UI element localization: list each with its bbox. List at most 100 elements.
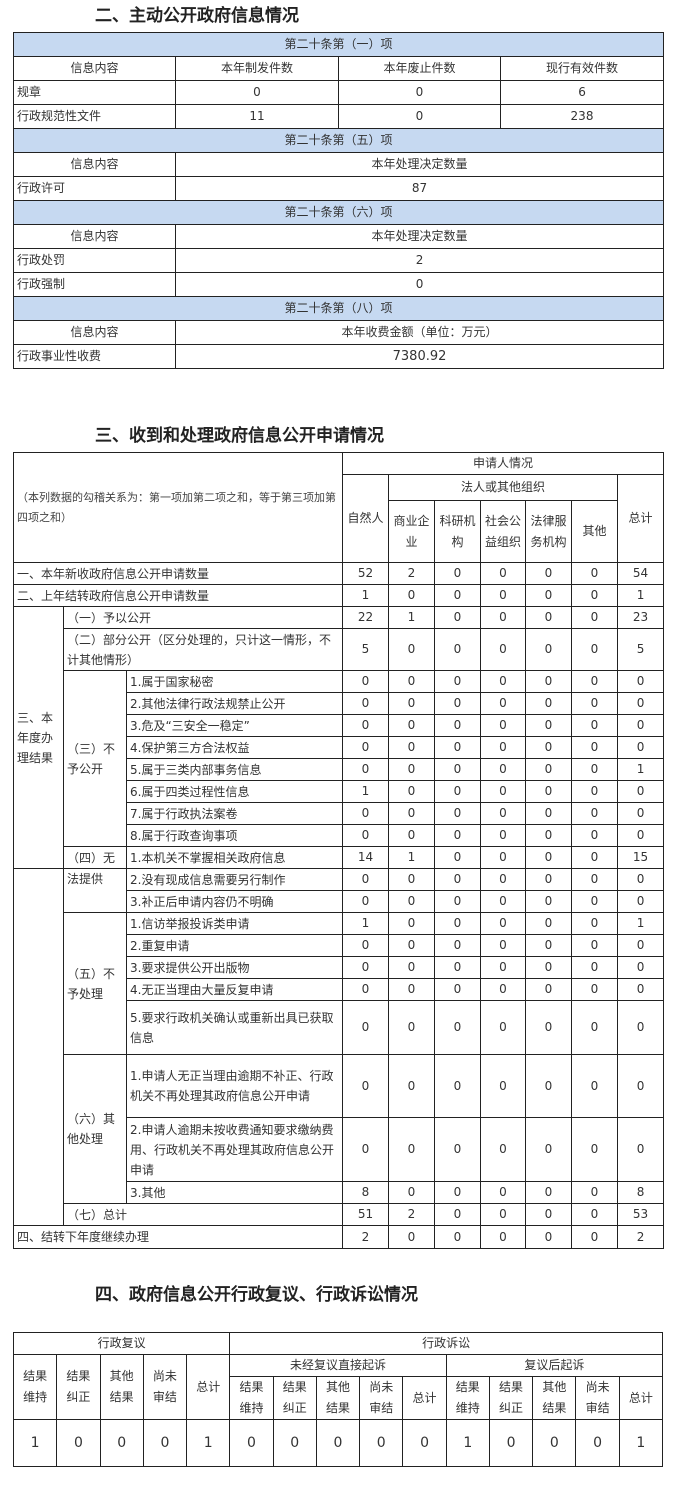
cell: 0 [480, 1181, 526, 1204]
cell: 0 [272, 1419, 317, 1467]
note: （本列数据的勾稽关系为：第一项加第二项之和，等于第三项加第四项之和） [13, 452, 343, 563]
cell: 0 [480, 1203, 526, 1226]
row-label: （二）部分公开（区分处理的，只计这一情形，不计其他情形） [63, 628, 343, 671]
group-other: （六）其他处理 [63, 1054, 127, 1204]
row-label: 8.属于行政查询事项 [126, 824, 343, 847]
cell: 0 [434, 714, 481, 737]
table-row: 3.要求提供公开出版物 0 0 0 0 0 0 0 [14, 956, 665, 979]
review-litigation-table: 行政复议 行政诉讼 结果维持 结果纠正 其他结果 尚未审结 总计 未经复议直接起诉 复议后起… [12, 1332, 664, 1467]
cell: 0 [434, 692, 481, 715]
cell: 0 [434, 846, 481, 869]
cell: 0 [525, 714, 572, 737]
cell: 0 [56, 1419, 101, 1467]
col-header: 结果纠正 [56, 1354, 101, 1420]
cell: 0 [388, 1054, 435, 1118]
cell: 7380.92 [174, 344, 665, 369]
table-row: 三、本年度办理结果 （一）予以公开 22 1 0 0 0 0 23 [13, 606, 665, 869]
cell: 0 [434, 758, 481, 781]
col-header: 结果纠正 [488, 1376, 534, 1420]
cell: 2 [616, 1225, 665, 1249]
table-row: 二、上年结转政府信息公开申请数量 1 0 0 0 0 0 1 [13, 584, 665, 607]
cell: 0 [571, 1054, 618, 1118]
cell: 0 [480, 802, 526, 825]
cell: 0 [480, 692, 526, 715]
cell: 1 [12, 1419, 58, 1467]
row-label: 1.本机关不掌握相关政府信息 [126, 846, 343, 869]
row-label: 3.补正后申请内容仍不明确 [126, 890, 343, 913]
after-review-header: 复议后起诉 [445, 1354, 664, 1377]
row-label: 3.其他 [126, 1181, 343, 1204]
cell: 0 [525, 1117, 572, 1182]
cell: 0 [616, 1054, 665, 1118]
cell: 0 [616, 868, 665, 891]
cell: 0 [342, 1117, 389, 1182]
direct-suit-header: 未经复议直接起诉 [229, 1354, 447, 1377]
cell: 0 [338, 104, 501, 129]
cell: 0 [571, 1117, 618, 1182]
cell: 0 [571, 606, 618, 629]
cell: 0 [571, 714, 618, 737]
litigation-header: 行政诉讼 [229, 1332, 663, 1355]
cell: 0 [342, 1000, 389, 1055]
cell: 0 [616, 670, 665, 693]
cell: 0 [525, 912, 572, 935]
cell: 8 [616, 1181, 665, 1204]
table-row: 2.重复申请 0 0 0 0 0 0 0 [14, 934, 665, 957]
cell: 0 [571, 1000, 618, 1055]
cell: 0 [525, 934, 572, 957]
cell: 0 [342, 978, 389, 1001]
table-row: 行政许可 87 [13, 176, 665, 201]
cell: 0 [342, 692, 389, 715]
row-label: 二、上年结转政府信息公开申请数量 [13, 584, 343, 607]
cell: 0 [525, 758, 572, 781]
cell: 0 [342, 956, 389, 979]
row-label: 3.危及“三安全一稳定” [126, 714, 343, 737]
cell: 0 [480, 868, 526, 891]
cell: 0 [571, 562, 618, 585]
article5-heading: 第二十条第（五）项 [12, 128, 665, 153]
cell: 0 [571, 846, 618, 869]
section4-title: 四、政府信息公开行政复议、行政诉讼情况 [95, 1285, 418, 1305]
cell: 0 [480, 890, 526, 913]
cell: 0 [434, 606, 481, 629]
cell: 0 [388, 758, 435, 781]
table-row: 法提供 2.没有现成信息需要另行制作 0 0 0 0 0 0 0 [13, 868, 665, 1226]
cell: 0 [480, 956, 526, 979]
cell: 0 [99, 1419, 144, 1467]
table-row: （二）部分公开（区分处理的，只计这一情形，不计其他情形） 5 0 0 0 0 0 5 [14, 628, 665, 671]
cell: 0 [434, 584, 481, 607]
row-label: 4.保护第三方合法权益 [126, 736, 343, 759]
cell: 0 [616, 890, 665, 913]
row-label: 行政规范性文件 [13, 104, 176, 129]
cell: 5 [616, 628, 665, 671]
cell: 0 [388, 956, 435, 979]
cell: 0 [480, 934, 526, 957]
cell: 6 [499, 80, 665, 105]
col-header: 本年收费金额（单位：万元） [174, 320, 665, 345]
cell: 0 [571, 868, 618, 891]
cell: 0 [525, 868, 572, 891]
cell: 0 [229, 1419, 274, 1467]
table-row: 行政强制 0 [13, 272, 665, 297]
col-header: 结果纠正 [272, 1376, 317, 1420]
cell: 0 [342, 868, 389, 891]
cell: 0 [488, 1419, 534, 1467]
table-row: （六）其他处理 1.申请人无正当理由逾期不补正、行政机关不再处理其政府信息公开申请… [14, 1054, 665, 1204]
cell: 0 [388, 934, 435, 957]
row-label: 1.信访举报投诉类申请 [126, 912, 343, 935]
cell: 15 [616, 846, 665, 869]
cell: 0 [434, 1000, 481, 1055]
cell: 0 [480, 1000, 526, 1055]
table-row: 行政处罚 2 [13, 248, 665, 273]
cell: 0 [616, 736, 665, 759]
cell: 0 [434, 978, 481, 1001]
cell: 0 [388, 1000, 435, 1055]
cell: 0 [434, 1203, 481, 1226]
row-label: 规章 [13, 80, 176, 105]
table-row: （三）不予公开 1.属于国家秘密 0 0 0 0 0 0 0 [14, 670, 665, 847]
cell: 0 [388, 912, 435, 935]
cell: 0 [480, 758, 526, 781]
table-row: 6.属于四类过程性信息 1 0 0 0 0 0 0 [14, 780, 665, 803]
cell: 0 [571, 1181, 618, 1204]
table-row: 5.属于三类内部事务信息 0 0 0 0 0 0 1 [14, 758, 665, 781]
